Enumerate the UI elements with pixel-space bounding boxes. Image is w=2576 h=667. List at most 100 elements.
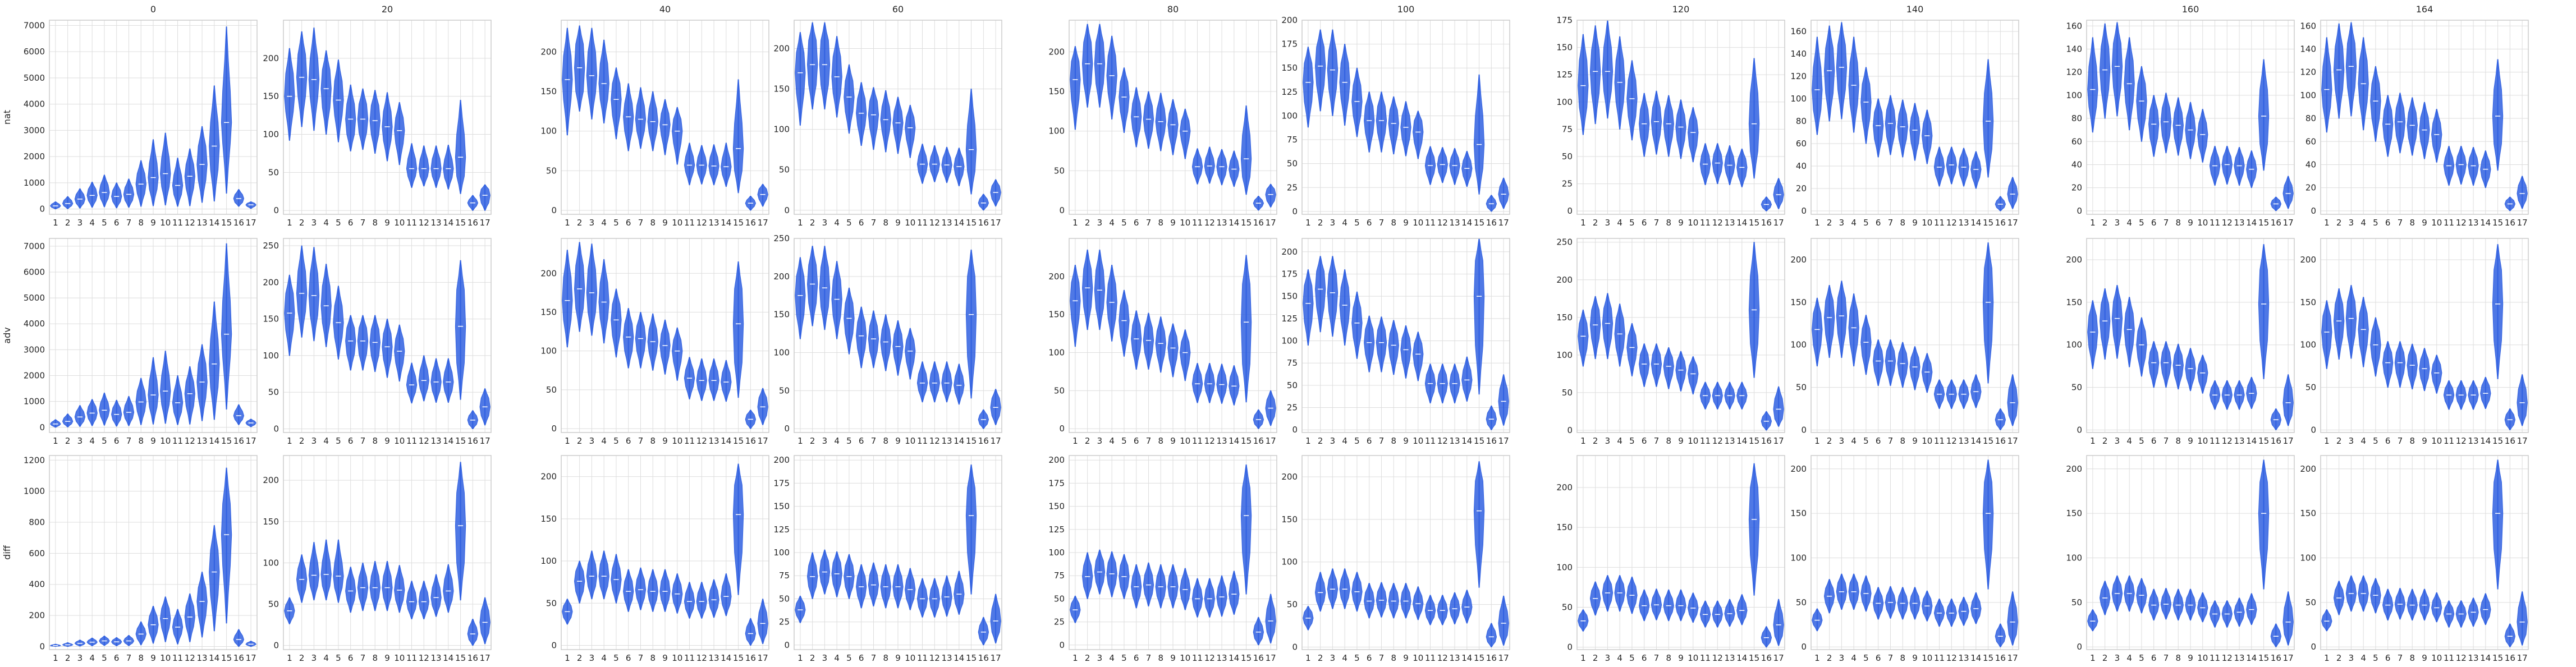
violin-2	[1314, 256, 1326, 333]
violin-body	[479, 597, 491, 645]
violin-2	[296, 245, 308, 338]
violin-12	[2455, 146, 2467, 185]
violin-body	[1204, 363, 1215, 403]
y-tick-label: 150	[1790, 297, 1807, 307]
y-tick-label: 100	[540, 346, 557, 356]
y-tick-label: 160	[2300, 21, 2316, 31]
x-tick-label: 1	[1814, 436, 1820, 446]
violin-3	[308, 542, 320, 601]
violin-body	[990, 594, 1001, 643]
violin-1	[284, 48, 295, 141]
x-tick-label: 2	[1318, 436, 1323, 446]
x-tick-label: 11	[406, 653, 417, 663]
violin-body	[2382, 588, 2394, 621]
violin-12	[1437, 147, 1448, 183]
violin-body	[1167, 564, 1179, 609]
violin-body	[1885, 95, 1896, 155]
x-tick-label: 15	[1241, 436, 1252, 446]
x-tick-label: 16	[233, 436, 244, 446]
violin-body	[2419, 348, 2430, 392]
violin-5	[844, 554, 855, 599]
y-tick-label: 200	[1281, 472, 1298, 482]
violin-5	[611, 288, 622, 358]
violin-body	[635, 567, 647, 610]
violin-1	[49, 643, 62, 647]
y-tick-label: 100	[2066, 90, 2082, 100]
x-tick-label: 7	[1888, 436, 1894, 446]
panel-frame	[1576, 20, 1785, 215]
y-tick-label: 7000	[24, 20, 45, 30]
violin-body	[1486, 405, 1497, 430]
violin-body	[467, 619, 479, 646]
violin-1	[284, 597, 295, 624]
violin-8	[647, 569, 658, 612]
y-tick-label: 120	[2300, 67, 2316, 77]
x-tick-label: 4	[2126, 218, 2132, 228]
column-title: 0	[150, 4, 156, 15]
y-tick-label: 150	[1556, 312, 1573, 323]
violin-6	[2148, 95, 2160, 157]
violin-5	[2370, 317, 2381, 377]
violin-15	[965, 89, 977, 195]
x-tick-label: 12	[1946, 436, 1957, 446]
x-tick-label: 12	[1204, 436, 1215, 446]
x-tick-label: 11	[172, 436, 183, 446]
violin-13	[1724, 381, 1735, 410]
x-tick-label: 1	[287, 436, 292, 446]
y-tick-label: 0	[273, 424, 279, 434]
violin-body	[2185, 348, 2196, 392]
violin-1	[1578, 609, 1589, 632]
violin-6	[2382, 341, 2394, 388]
x-tick-label: 15	[733, 653, 744, 663]
violin-7	[1143, 312, 1154, 370]
x-tick-label: 10	[1180, 436, 1190, 446]
violin-7	[2160, 93, 2172, 154]
x-tick-label: 17	[758, 436, 768, 446]
violin-16	[745, 410, 757, 429]
violin-5	[99, 636, 110, 646]
x-tick-label: 3	[1330, 653, 1336, 663]
violin-13	[2468, 380, 2479, 410]
x-tick-label: 16	[1761, 653, 1772, 663]
x-tick-label: 17	[1266, 436, 1276, 446]
x-tick-label: 14	[2246, 436, 2257, 446]
x-tick-label: 4	[834, 653, 840, 663]
violin-2	[1081, 552, 1093, 599]
y-tick-label: 175	[773, 478, 790, 488]
violin-13	[430, 358, 442, 403]
y-tick-label: 250	[1556, 237, 1573, 247]
x-tick-label: 3	[2115, 218, 2120, 228]
violin-4	[320, 50, 332, 135]
violin-17	[2007, 177, 2018, 209]
violin-body	[2136, 578, 2147, 614]
violin-body	[1773, 386, 1784, 427]
column-title: 20	[382, 4, 393, 15]
x-tick-label: 13	[197, 436, 208, 446]
x-tick-label: 7	[1654, 653, 1660, 663]
violin-body	[50, 419, 61, 428]
x-tick-label: 7	[2164, 436, 2169, 446]
violin-6	[1873, 587, 1884, 620]
violin-body	[2345, 22, 2357, 117]
y-tick-label: 150	[540, 86, 557, 96]
violin-17	[2517, 374, 2528, 426]
x-tick-label: 3	[2115, 653, 2120, 663]
violin-body	[647, 569, 658, 612]
x-tick-label: 16	[1253, 436, 1264, 446]
violin-body	[1736, 594, 1748, 625]
x-tick-label: 12	[185, 436, 195, 446]
x-tick-label: 4	[323, 436, 329, 446]
violin-body	[345, 84, 356, 151]
violin-body	[333, 59, 344, 142]
violin-body	[209, 525, 220, 632]
violin-body	[455, 462, 466, 601]
violin-body	[1486, 623, 1497, 647]
y-tick-label: 50	[1796, 597, 1807, 608]
violin-body	[320, 539, 332, 601]
x-tick-label: 3	[1097, 218, 1103, 228]
violin-7	[868, 310, 879, 369]
